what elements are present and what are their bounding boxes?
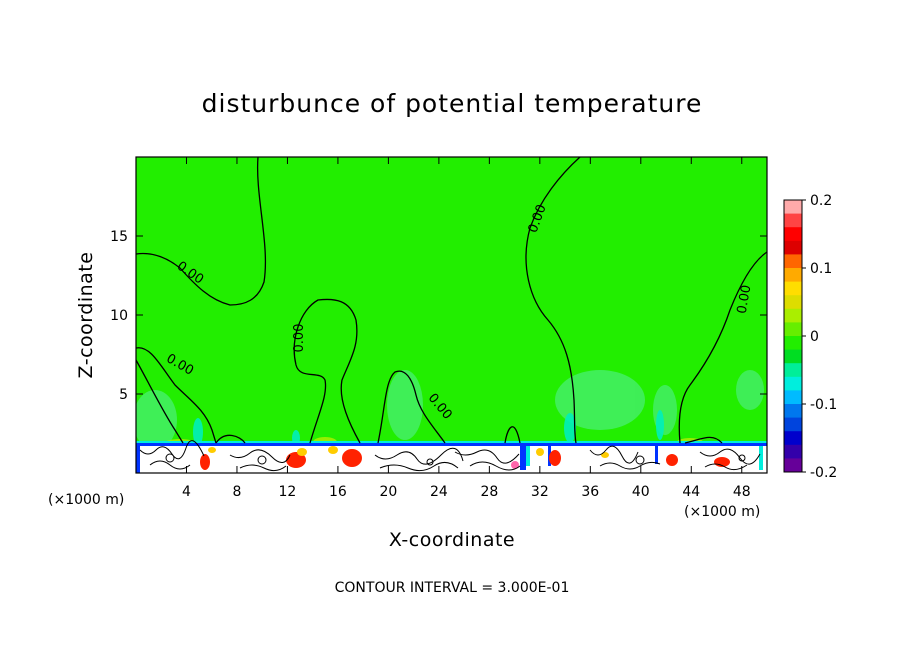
chart-title: disturbunce of potential temperature — [202, 89, 703, 118]
y-tick-label: 5 — [119, 387, 128, 403]
colorbar-tick-label: -0.1 — [810, 397, 837, 413]
colorbar-swatch — [784, 336, 802, 351]
y-unit-label: (×1000 m) — [48, 492, 124, 508]
colorbar-tick-label: 0.2 — [810, 193, 832, 209]
x-axis-ticks: 4 8 12 16 20 24 28 32 36 40 44 48 — [182, 157, 751, 500]
x-tick-label: 36 — [581, 484, 599, 500]
contour-label: 0.00 — [735, 284, 755, 315]
x-tick-label: 12 — [279, 484, 297, 500]
y-tick-label: 15 — [110, 229, 128, 245]
x-tick-label: 28 — [480, 484, 498, 500]
zero-contours — [136, 157, 767, 444]
plot-area: 0.00 0.00 0.00 0.00 0.00 0.00 — [135, 156, 768, 474]
colorbar-swatch — [784, 363, 802, 378]
colorbar: 0.2 0.1 0 -0.1 -0.2 — [783, 193, 837, 481]
y-axis-title: Z-coordinate — [75, 252, 97, 379]
colorbar-swatch — [784, 376, 802, 391]
contour-interval-note: CONTOUR INTERVAL = 3.000E-01 — [335, 580, 570, 596]
colorbar-tick-label: -0.2 — [810, 465, 837, 481]
y-tick-label: 10 — [110, 308, 128, 324]
x-tick-label: 4 — [182, 484, 191, 500]
contour-label: 0.00 — [292, 324, 307, 353]
colorbar-tick-label: 0 — [810, 329, 819, 345]
colorbar-swatch — [784, 200, 802, 215]
colorbar-swatch — [784, 444, 802, 459]
colorbar-swatch — [784, 417, 802, 432]
x-tick-label: 48 — [733, 484, 751, 500]
colorbar-swatch — [784, 213, 802, 228]
colorbar-swatch — [784, 295, 802, 310]
colorbar-swatch — [784, 268, 802, 283]
colorbar-swatch — [784, 349, 802, 364]
y-axis-ticks: 5 10 15 — [110, 229, 767, 403]
x-tick-label: 24 — [430, 484, 448, 500]
x-tick-label: 32 — [531, 484, 549, 500]
x-unit-label: (×1000 m) — [684, 504, 760, 520]
colorbar-swatch — [784, 404, 802, 419]
x-tick-label: 44 — [682, 484, 700, 500]
colorbar-swatch — [784, 254, 802, 269]
colorbar-swatch — [784, 458, 802, 473]
colorbar-swatch — [784, 281, 802, 296]
x-tick-label: 40 — [632, 484, 650, 500]
colorbar-swatch — [784, 227, 802, 242]
colorbar-swatch — [784, 308, 802, 323]
colorbar-swatch — [784, 390, 802, 405]
x-axis-title: X-coordinate — [389, 529, 515, 551]
x-tick-label: 20 — [379, 484, 397, 500]
colorbar-swatch — [784, 431, 802, 446]
x-tick-label: 16 — [329, 484, 347, 500]
colorbar-swatch — [784, 240, 802, 255]
colorbar-tick-label: 0.1 — [810, 261, 832, 277]
colorbar-swatch — [784, 322, 802, 337]
surface-layer — [136, 440, 767, 473]
x-tick-label: 8 — [232, 484, 241, 500]
